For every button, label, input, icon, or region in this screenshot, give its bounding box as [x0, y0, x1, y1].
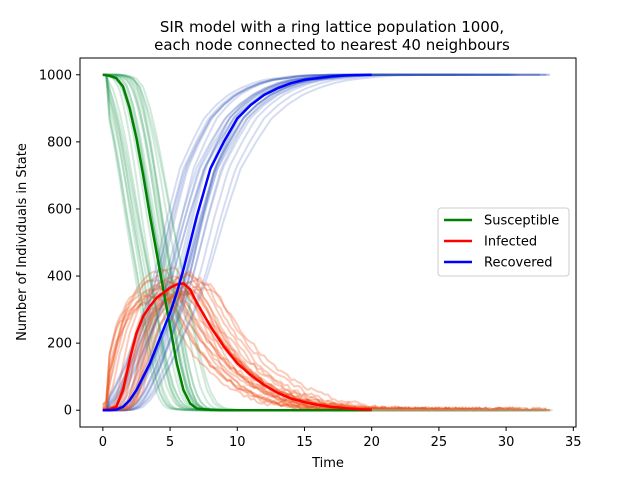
sim-run-infected [102, 280, 517, 412]
sim-run-recovered [102, 73, 547, 412]
sim-run-recovered [102, 73, 476, 412]
sim-run-recovered [102, 73, 510, 412]
sim-run-infected [102, 280, 429, 412]
x-tick-label: 5 [166, 435, 174, 450]
legend-box [437, 207, 570, 277]
x-tick-label: 15 [296, 435, 313, 450]
sim-run-infected [102, 291, 513, 412]
sim-run-infected [102, 280, 476, 412]
series-layer [102, 73, 372, 412]
x-tick-label: 10 [229, 435, 246, 450]
chart-title-line2: each node connected to nearest 40 neighb… [154, 36, 510, 54]
sim-run-infected [102, 291, 511, 412]
sim-run-recovered [102, 73, 389, 412]
sim-run-infected [102, 289, 510, 412]
sim-run-recovered [102, 73, 470, 412]
legend: Susceptible Infected Recovered [437, 207, 570, 277]
series-line-susceptible [102, 73, 372, 412]
chart-title-line1: SIR model with a ring lattice population… [160, 18, 504, 36]
legend-label-recovered: Recovered [484, 256, 553, 271]
x-axis-label: Time [311, 456, 344, 471]
sim-run-recovered [102, 73, 520, 412]
sim-run-infected [102, 266, 430, 412]
sim-run-infected [102, 285, 500, 412]
y-tick-label: 1000 [39, 68, 72, 83]
x-tick-label: 30 [498, 435, 515, 450]
y-tick-label: 400 [47, 270, 72, 285]
x-tick-label: 0 [99, 435, 107, 450]
sim-run-recovered [102, 73, 550, 412]
sim-run-infected [102, 273, 460, 412]
sim-run-infected [102, 285, 547, 412]
plot-area-frame [79, 57, 577, 428]
legend-label-infected: Infected [484, 235, 537, 250]
sim-run-recovered [102, 73, 460, 412]
x-tick-label: 35 [565, 435, 582, 450]
y-tick-label: 200 [47, 337, 72, 352]
ticks-layer: 0 5 10 15 20 25 30 35 0 200 400 600 800 1000 [39, 68, 582, 450]
sim-run-recovered [102, 73, 429, 412]
series-line-recovered [102, 73, 372, 412]
y-tick-label: 600 [47, 202, 72, 217]
x-tick-label: 25 [431, 435, 448, 450]
series-line-infected [102, 282, 372, 412]
y-axis-label: Number of Individuals in State [15, 143, 30, 341]
y-tick-label: 800 [47, 135, 72, 150]
sim-run-infected [102, 276, 389, 412]
x-tick-label: 20 [363, 435, 380, 450]
legend-label-susceptible: Susceptible [484, 214, 559, 229]
sim-run-recovered [102, 73, 456, 412]
sim-run-infected [102, 271, 386, 411]
y-tick-label: 0 [64, 404, 72, 419]
sim-run-recovered [102, 73, 375, 412]
